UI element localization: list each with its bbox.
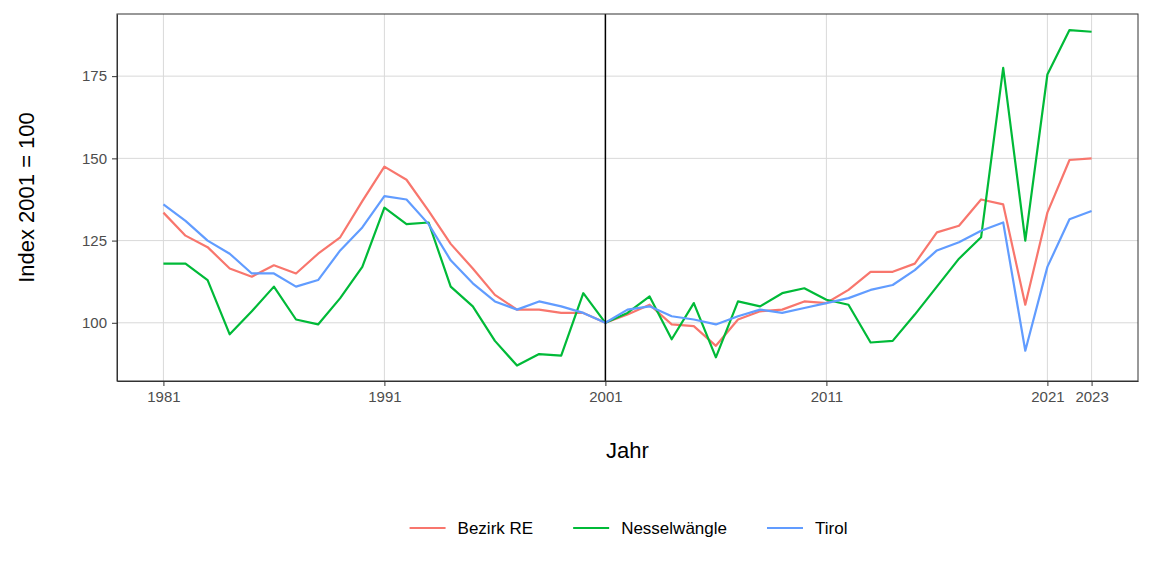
x-tick: 2021 (1031, 381, 1064, 405)
y-tick: 100 (82, 314, 117, 331)
y-axis: 100 125 150 175 (82, 15, 118, 382)
x-tick-label: 2021 (1031, 388, 1064, 405)
y-tick-mark (112, 241, 117, 242)
y-tick-label: 100 (82, 314, 107, 331)
y-tick: 150 (82, 150, 117, 167)
x-tick: 1981 (147, 381, 180, 405)
y-tick-label: 125 (82, 232, 107, 249)
x-grid-line (605, 14, 606, 381)
legend-key (410, 527, 446, 529)
legend: Bezirk RE Nesselwängle Tirol (410, 519, 848, 538)
x-axis-title: Jahr (606, 438, 649, 463)
plot-frame (117, 14, 1138, 381)
y-tick-mark (112, 76, 117, 77)
y-tick: 175 (82, 67, 117, 84)
x-axis: 1981 1991 2001 2011 2021 2023 (118, 381, 1139, 405)
y-tick-label: 175 (82, 67, 107, 84)
x-tick-label: 2001 (589, 388, 622, 405)
y-tick-mark (112, 323, 117, 324)
legend-key (573, 527, 609, 529)
chart: 1981 1991 2001 2011 2021 2023 100 125 150 175 Jahr… (0, 0, 1152, 576)
x-tick-mark (163, 381, 164, 386)
x-tick-mark (1047, 381, 1048, 386)
x-grid-line (1091, 14, 1092, 381)
legend-label: Nesselwängle (621, 519, 727, 538)
y-grid-line (117, 158, 1138, 159)
series-line (163, 158, 1091, 345)
plot-background (117, 14, 1138, 381)
x-grid-line (1047, 14, 1048, 381)
y-axis-title: Index 2001 = 100 (14, 112, 39, 283)
x-tick-mark (1092, 381, 1093, 386)
series-line (163, 196, 1091, 351)
x-tick: 1991 (368, 381, 401, 405)
y-grid-line (117, 240, 1138, 241)
reference-line (605, 14, 607, 381)
y-tick: 125 (82, 232, 117, 249)
series-line (163, 30, 1091, 365)
x-grid-line (826, 14, 827, 381)
y-tick-label: 150 (82, 150, 107, 167)
x-tick: 2023 (1075, 381, 1108, 405)
y-grid-line (117, 76, 1138, 77)
x-tick-label: 1981 (147, 388, 180, 405)
x-tick: 2011 (811, 381, 843, 405)
legend-label: Bezirk RE (458, 519, 534, 538)
lines (163, 14, 1091, 381)
legend-label: Tirol (815, 519, 847, 538)
y-grid-line (117, 322, 1138, 323)
x-tick-mark (605, 381, 606, 386)
grid (117, 14, 1138, 381)
x-tick-label: 2011 (811, 388, 843, 405)
x-tick-label: 1991 (368, 388, 401, 405)
y-tick-mark (112, 158, 117, 159)
x-tick-label: 2023 (1075, 388, 1108, 405)
x-grid-line (163, 14, 164, 381)
x-tick-mark (384, 381, 385, 386)
legend-key (767, 527, 803, 529)
x-tick: 2001 (589, 381, 622, 405)
x-tick-mark (826, 381, 827, 386)
